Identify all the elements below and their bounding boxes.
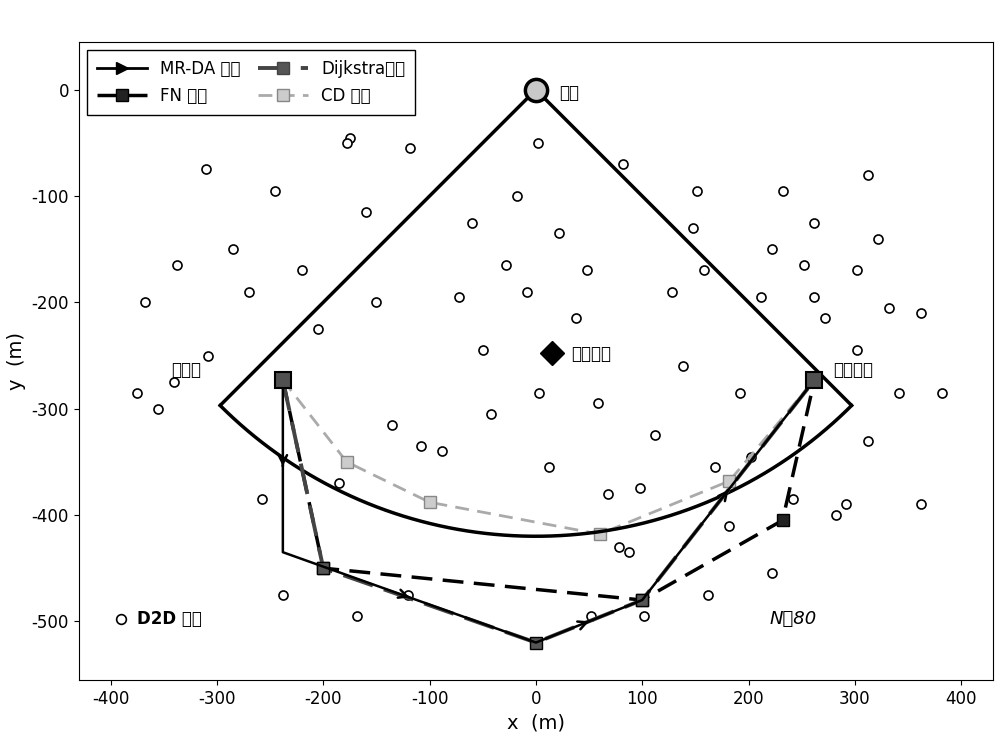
- Legend: MR-DA 算法, FN 算法, Dijkstra算法, CD 算法: MR-DA 算法, FN 算法, Dijkstra算法, CD 算法: [87, 51, 415, 115]
- X-axis label: x  (m): x (m): [507, 713, 565, 732]
- Text: 目的节点: 目的节点: [834, 360, 874, 379]
- Text: D2D 节点: D2D 节点: [137, 610, 202, 628]
- Y-axis label: y  (m): y (m): [7, 332, 26, 390]
- Text: 源节点: 源节点: [171, 360, 201, 379]
- Text: 基站: 基站: [559, 84, 579, 103]
- Text: 蜂窝用户: 蜂窝用户: [571, 345, 611, 363]
- Text: N＝80: N＝80: [770, 610, 817, 628]
